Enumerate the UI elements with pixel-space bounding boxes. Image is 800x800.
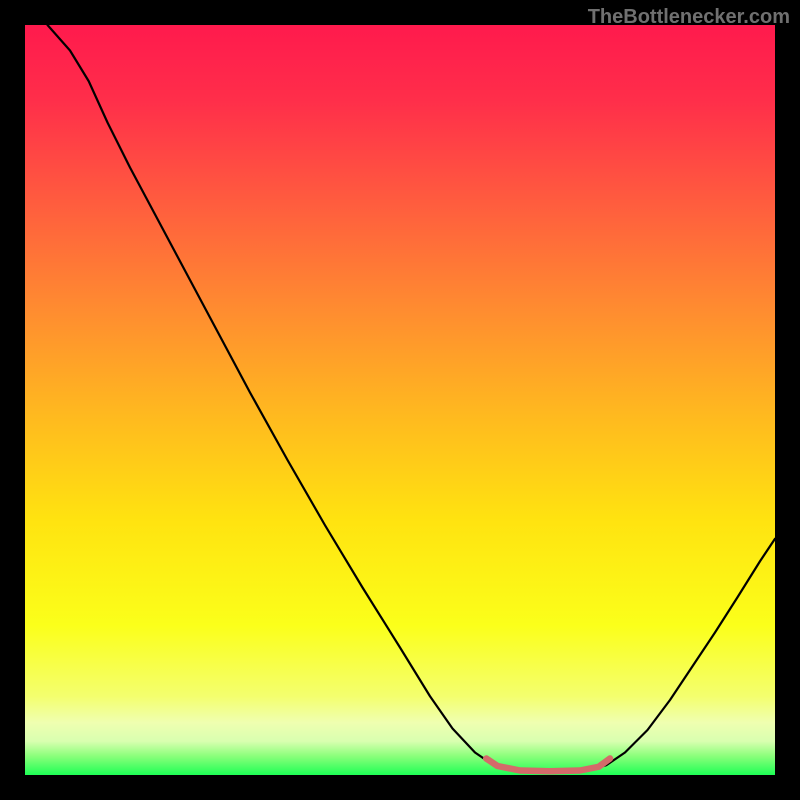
curve-layer xyxy=(25,25,775,775)
plot-area xyxy=(25,25,775,775)
chart-frame: TheBottlenecker.com xyxy=(0,0,800,800)
watermark-text: TheBottlenecker.com xyxy=(588,6,790,29)
bottleneck-curve xyxy=(48,25,776,773)
flat-band-highlight xyxy=(486,759,610,772)
